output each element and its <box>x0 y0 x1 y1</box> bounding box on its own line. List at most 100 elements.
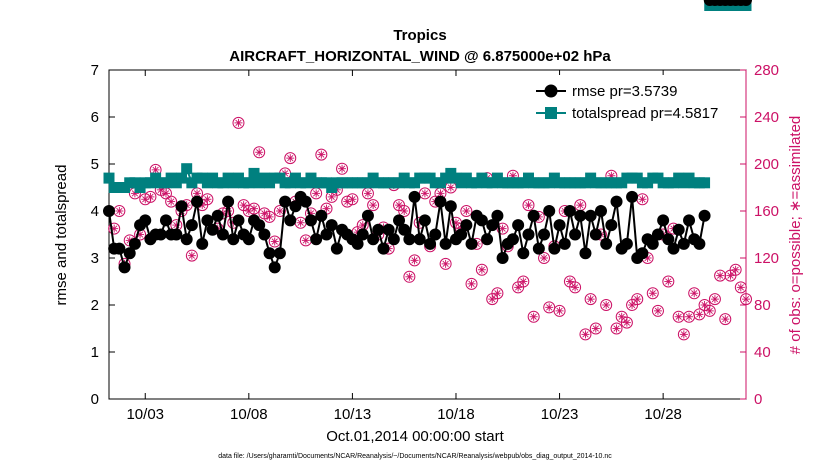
obs-possible-marker <box>734 281 747 294</box>
obs-assimilated-marker <box>468 280 475 287</box>
obs-assimilated-marker <box>411 257 418 264</box>
rmse-point <box>268 261 281 274</box>
obs-possible-marker <box>708 293 721 306</box>
rmse-point <box>330 242 343 255</box>
rmse-point <box>118 261 131 274</box>
obs-assimilated-marker <box>328 193 335 201</box>
rmse-point <box>289 200 302 213</box>
rmse-point <box>253 219 266 232</box>
totalspread-point <box>699 177 711 189</box>
rmse-point <box>263 247 276 260</box>
rmse-point <box>361 209 374 222</box>
chart-subtitle: AIRCRAFT_HORIZONTAL_WIND @ 6.875000e+02 … <box>229 48 611 65</box>
obs-point <box>651 304 664 317</box>
obs-point <box>144 190 157 203</box>
rmse-point <box>113 242 126 255</box>
obs-assimilated-marker <box>706 307 713 315</box>
obs-assimilated-marker <box>691 290 698 297</box>
obs-possible-marker <box>703 304 716 317</box>
rmse-point <box>159 214 172 227</box>
obs-point <box>460 205 473 217</box>
obs-point <box>185 249 198 262</box>
y-tick-label: 1 <box>91 344 99 361</box>
rmse-point <box>517 247 530 260</box>
y2-tick-label: 200 <box>754 156 779 173</box>
obs-point <box>677 328 690 341</box>
obs-assimilated-marker <box>592 325 599 332</box>
obs-assimilated-marker <box>437 190 444 197</box>
rmse-point <box>662 233 675 246</box>
obs-assimilated-marker <box>499 225 506 232</box>
rmse-point <box>413 233 426 246</box>
obs-possible-marker <box>620 316 633 329</box>
obs-possible-marker <box>651 304 664 317</box>
y-tick-label: 3 <box>91 250 99 267</box>
obs-point <box>496 222 509 235</box>
obs-assimilated-marker <box>147 193 154 201</box>
rmse-point <box>563 205 576 217</box>
rmse-point <box>387 233 400 246</box>
obs-assimilated-marker <box>297 219 304 226</box>
obs-assimilated-marker <box>204 196 211 203</box>
obs-assimilated-marker <box>582 331 589 338</box>
obs-assimilated-marker <box>494 290 501 297</box>
rmse-point <box>424 237 437 250</box>
rmse-point <box>584 209 597 222</box>
obs-assimilated-marker <box>742 295 750 303</box>
y-tick-label: 5 <box>91 156 99 173</box>
obs-point <box>538 252 551 264</box>
plot-area: 10/03 10/08 10/13 10/18 10/23 10/28 01234567 … <box>91 0 779 423</box>
obs-assimilated-marker <box>587 295 594 303</box>
y2-tick-label: 40 <box>754 344 771 361</box>
obs-point <box>165 195 178 208</box>
rmse-point <box>320 228 333 241</box>
obs-possible-marker <box>144 190 157 203</box>
footer-text: data file: /Users/gharamti/Documents/NCA… <box>218 453 612 460</box>
obs-possible-marker <box>346 193 359 206</box>
rmse-point <box>512 219 525 232</box>
obs-possible-marker <box>284 152 297 165</box>
obs-point <box>740 293 752 306</box>
obs-point <box>418 187 431 200</box>
rmse-point <box>600 237 613 250</box>
rmse-point <box>667 242 680 255</box>
obs-assimilated-marker <box>722 315 729 323</box>
rmse-point <box>698 209 711 222</box>
x-tick-label: 10/13 <box>334 406 372 423</box>
obs-point <box>444 181 457 194</box>
rmse-point <box>216 228 229 241</box>
obs-possible-marker <box>631 293 644 306</box>
totalspread-point <box>243 177 255 189</box>
rmse-point <box>646 237 659 250</box>
obs-possible-marker <box>729 263 742 276</box>
obs-assimilated-marker <box>665 278 672 285</box>
obs-possible-marker <box>589 322 602 335</box>
rmse-point <box>191 195 204 208</box>
legend-marker-rmse <box>544 84 558 98</box>
obs-possible-marker <box>408 254 421 267</box>
y2-tick-label: 280 <box>754 62 779 79</box>
y-tick-label: 4 <box>91 203 99 220</box>
rmse-point <box>367 233 380 246</box>
obs-assimilated-marker <box>571 284 579 291</box>
obs-point <box>361 187 374 200</box>
rmse-point <box>605 219 618 232</box>
obs-assimilated-marker <box>716 272 724 279</box>
obs-point <box>367 199 380 212</box>
obs-assimilated-marker <box>701 301 708 309</box>
rmse-point <box>299 195 312 208</box>
obs-possible-marker <box>662 275 675 288</box>
rmse-point <box>553 219 566 232</box>
legend-marker-totalspread <box>545 107 557 119</box>
obs-assimilated-marker <box>276 207 284 215</box>
rmse-point <box>273 247 286 260</box>
y-tick-label: 0 <box>91 391 99 408</box>
obs-possible-marker <box>439 257 452 270</box>
totalspread-point <box>181 163 193 175</box>
rmse-point <box>403 233 416 246</box>
obs-possible-marker <box>108 222 121 235</box>
obs-possible-marker <box>517 275 530 288</box>
rmse-point <box>481 233 494 246</box>
obs-point <box>584 293 597 306</box>
obs-assimilated-marker <box>520 278 527 285</box>
